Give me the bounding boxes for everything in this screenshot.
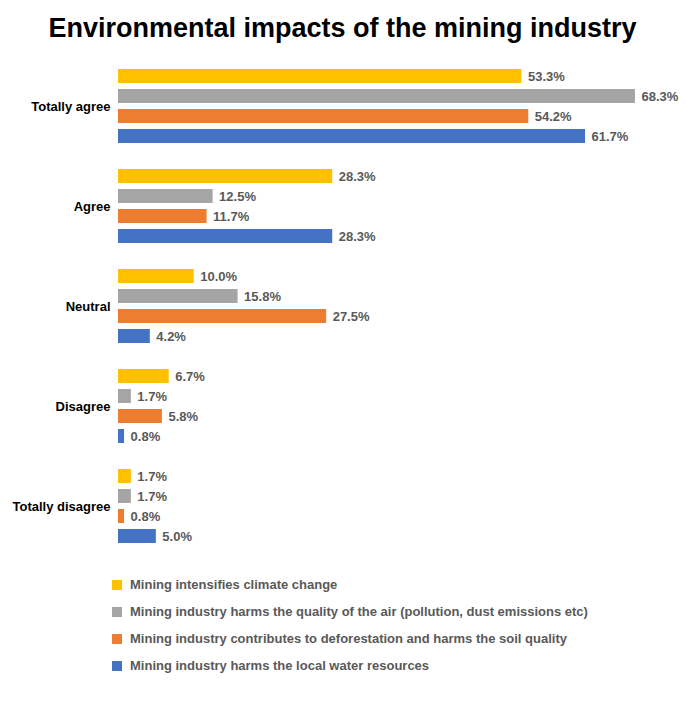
html-text:Mining industry harms the qual: Mining industry harms the quality of the… xyxy=(130,604,588,619)
svg-text:5.8%: 5.8% xyxy=(168,409,198,424)
svg-text:15.8%: 15.8% xyxy=(244,289,281,304)
svg-text:10.0%: 10.0% xyxy=(200,269,237,284)
svg-text:27.5%: 27.5% xyxy=(333,309,370,324)
html-text:Mining industry harms the loca: Mining industry harms the local water re… xyxy=(130,658,430,673)
svg-text:11.7%: 11.7% xyxy=(213,209,250,224)
svg-text:5.0%: 5.0% xyxy=(162,529,192,544)
html-text:Environmental impacts of the m: Environmental impacts of the mining indu… xyxy=(48,13,637,43)
svg-text:68.3%: 68.3% xyxy=(642,89,679,104)
svg-text:28.3%: 28.3% xyxy=(339,229,376,244)
svg-text:54.2%: 54.2% xyxy=(535,109,572,124)
html-text:Mining industry contributes to: Mining industry contributes to deforesta… xyxy=(130,631,567,646)
svg-text:1.7%: 1.7% xyxy=(137,389,167,404)
svg-text:Disagree: Disagree xyxy=(56,399,111,414)
svg-text:Neutral: Neutral xyxy=(66,299,111,314)
svg-text:Totally agree: Totally agree xyxy=(31,99,110,114)
svg-text:1.7%: 1.7% xyxy=(137,469,167,484)
svg-text:4.2%: 4.2% xyxy=(156,329,186,344)
svg-text:1.7%: 1.7% xyxy=(137,489,167,504)
html-text:Mining intensifies climate cha: Mining intensifies climate change xyxy=(130,577,338,592)
svg-text:Totally disagree: Totally disagree xyxy=(12,499,110,514)
svg-text:12.5%: 12.5% xyxy=(219,189,256,204)
svg-text:0.8%: 0.8% xyxy=(131,509,161,524)
svg-text:Agree: Agree xyxy=(74,199,111,214)
svg-text:53.3%: 53.3% xyxy=(528,69,565,84)
svg-text:28.3%: 28.3% xyxy=(339,169,376,184)
svg-text:6.7%: 6.7% xyxy=(175,369,205,384)
svg-text:61.7%: 61.7% xyxy=(592,129,629,144)
svg-text:0.8%: 0.8% xyxy=(131,429,161,444)
